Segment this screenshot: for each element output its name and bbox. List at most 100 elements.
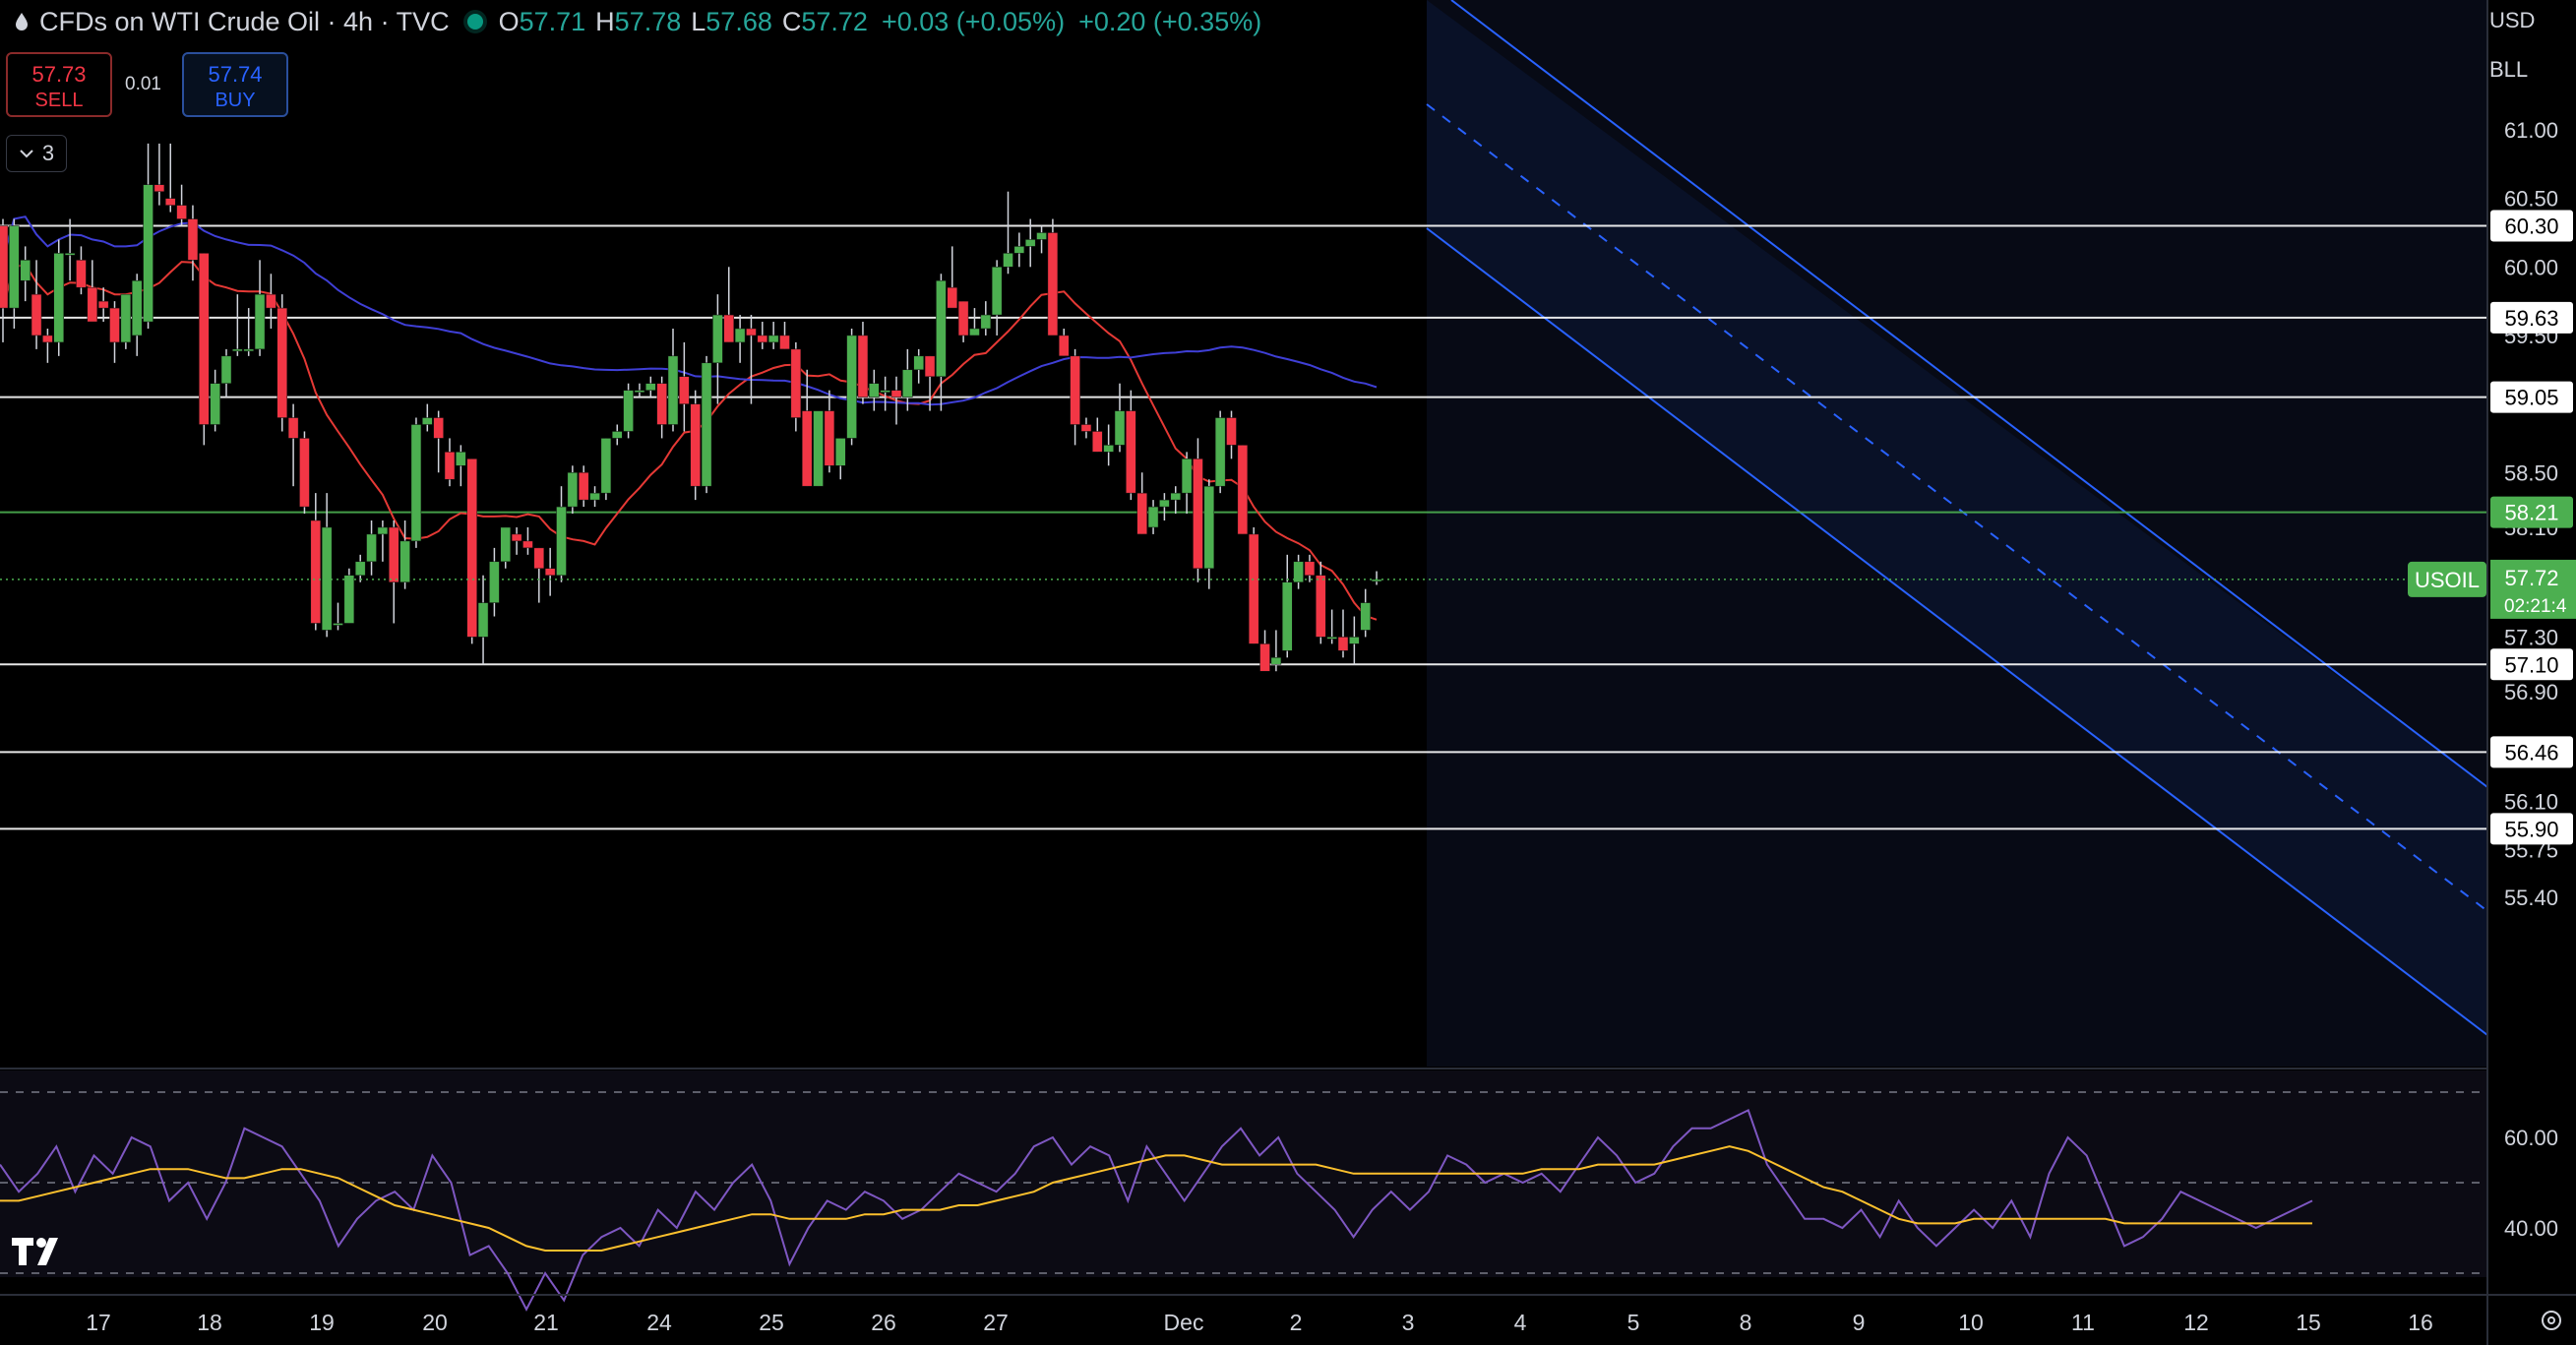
currency-label[interactable]: USD <box>2489 8 2536 32</box>
candle-body <box>902 369 913 397</box>
candle-body <box>511 533 522 542</box>
time-tick-label: 27 <box>983 1310 1009 1335</box>
candle-body <box>645 383 656 391</box>
candle-body <box>97 300 109 309</box>
regression-channel[interactable] <box>1426 0 2488 1067</box>
candle-body <box>589 492 600 501</box>
time-axis[interactable]: 17 18 19 20 21 24 25 26 27 Dec 2 3 4 5 8 9 10 11 12 15 16 <box>86 1310 2433 1335</box>
candle-body <box>1126 410 1136 494</box>
candle <box>712 294 723 404</box>
candle <box>790 341 802 432</box>
ma-slow-line <box>2 215 1378 406</box>
rsi-line <box>0 1109 2313 1312</box>
ohlc-low: L57.68 <box>691 6 772 36</box>
candle-body <box>176 205 187 219</box>
unit-label[interactable]: BLL <box>2489 57 2529 82</box>
candle <box>1226 410 1237 459</box>
candle-body <box>1304 561 1316 576</box>
symbol-badge <box>2408 561 2486 597</box>
candle <box>165 143 176 213</box>
candle <box>1170 486 1181 515</box>
candle-body <box>1360 602 1371 631</box>
time-tick-label: 20 <box>422 1310 448 1335</box>
candle <box>1293 554 1304 589</box>
candle-body <box>1103 445 1114 453</box>
time-tick-label: 11 <box>2071 1310 2095 1335</box>
level-price-label: 60.30 <box>2490 210 2573 242</box>
candle <box>220 348 232 397</box>
candle <box>1326 609 1337 644</box>
tradingview-logo[interactable] <box>12 1238 58 1265</box>
candle-body <box>131 279 143 336</box>
level-badge-text: 55.90 <box>2504 817 2558 841</box>
time-tick-label: 5 <box>1627 1310 1640 1335</box>
candle <box>199 253 210 446</box>
level-badge-text: 56.46 <box>2504 740 2558 764</box>
candle <box>1304 554 1316 582</box>
symbol-title[interactable]: CFDs on WTI Crude Oil · 4h · TVC <box>39 6 450 36</box>
candle-body <box>389 526 399 582</box>
last-price-tag: USOIL 57.72 02:21:4 <box>2408 559 2576 619</box>
candle-body <box>522 540 533 549</box>
candle <box>723 267 734 343</box>
candle-body <box>1013 246 1025 254</box>
candle-body <box>667 355 679 425</box>
candle <box>824 390 835 473</box>
candle <box>276 294 287 432</box>
candle <box>1147 500 1159 534</box>
candle <box>76 246 87 295</box>
price-axis[interactable]: 61.0060.5060.0059.5058.5058.1057.3056.90… <box>2408 118 2576 910</box>
time-tick-label: 17 <box>86 1310 111 1335</box>
rsi-panel-bg <box>0 1070 2487 1277</box>
candle-body <box>466 459 477 638</box>
price-badge <box>2490 559 2576 619</box>
candle <box>187 205 199 281</box>
candle <box>1237 445 1249 535</box>
candle-body <box>254 293 266 350</box>
sell-button[interactable]: 57.73 SELL <box>6 52 112 117</box>
candle <box>924 355 936 411</box>
indicators-toggle[interactable]: 3 <box>6 135 67 172</box>
candle-body <box>153 184 165 192</box>
candle <box>522 526 533 555</box>
level-badge <box>2490 381 2573 413</box>
candle-body <box>544 568 556 576</box>
level-badge <box>2490 736 2573 768</box>
candle <box>690 390 701 501</box>
candle <box>31 260 42 349</box>
candle-body <box>377 526 389 535</box>
candle-body <box>42 335 53 343</box>
countdown-text: 02:21:4 <box>2504 596 2567 617</box>
candle <box>1092 417 1103 453</box>
candle <box>980 301 992 336</box>
candle <box>1337 609 1349 658</box>
candle-body <box>913 355 924 371</box>
buy-button[interactable]: 57.74 BUY <box>182 52 288 117</box>
candle <box>1270 630 1282 672</box>
candle-body <box>220 355 232 384</box>
candle-body <box>1214 417 1226 487</box>
candle-body <box>399 540 410 582</box>
candle <box>109 301 120 363</box>
candle-body <box>343 575 355 624</box>
horizontal-levels[interactable] <box>0 224 2487 830</box>
settings-gear-icon[interactable] <box>2542 1311 2561 1330</box>
candle <box>1282 554 1293 658</box>
candle <box>1024 218 1036 268</box>
candle <box>578 465 589 508</box>
candle-body <box>321 526 333 631</box>
candle-body <box>869 383 880 397</box>
channel-median-line <box>1426 103 2488 912</box>
close-value: 57.72 <box>801 6 868 36</box>
candle-body <box>1226 417 1237 446</box>
candle-body <box>109 307 120 343</box>
candle-body <box>64 253 76 256</box>
candle <box>310 493 322 631</box>
channel-upper-line <box>1450 0 2488 788</box>
ohlc-open: O57.71 <box>498 6 586 36</box>
market-status-icon[interactable] <box>466 14 483 30</box>
time-tick-label: 26 <box>871 1310 896 1335</box>
candle <box>20 246 31 302</box>
candle-body <box>1024 239 1036 247</box>
